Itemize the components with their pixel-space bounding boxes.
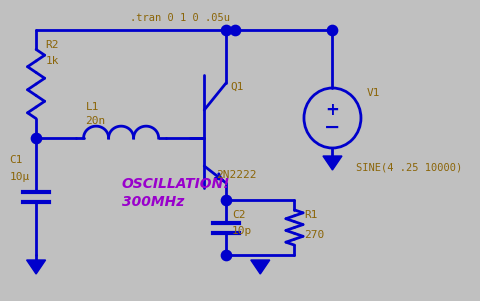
- Point: [222, 28, 229, 33]
- Text: L1: L1: [85, 102, 99, 112]
- Text: R1: R1: [303, 210, 317, 220]
- Text: 10μ: 10μ: [10, 172, 30, 182]
- Text: Q1: Q1: [230, 82, 244, 92]
- Text: R2: R2: [46, 40, 59, 50]
- Text: C2: C2: [231, 210, 245, 220]
- Point: [230, 28, 238, 33]
- Text: .tran 0 1 0 .05u: .tran 0 1 0 .05u: [130, 13, 230, 23]
- Polygon shape: [26, 260, 46, 274]
- Point: [222, 197, 229, 202]
- Text: SINE(4 .25 10000): SINE(4 .25 10000): [356, 162, 461, 172]
- Text: V1: V1: [366, 88, 379, 98]
- Text: C1: C1: [10, 155, 23, 165]
- Polygon shape: [322, 156, 341, 170]
- Text: 2N2222: 2N2222: [215, 170, 255, 180]
- Text: 300MHz: 300MHz: [121, 195, 183, 209]
- Point: [222, 253, 229, 257]
- Text: OSCILLATION!: OSCILLATION!: [121, 177, 229, 191]
- Text: −: −: [324, 117, 340, 136]
- Point: [328, 28, 336, 33]
- Polygon shape: [250, 260, 269, 274]
- Text: 20n: 20n: [85, 116, 106, 126]
- Point: [32, 135, 40, 140]
- Text: 270: 270: [303, 230, 324, 240]
- Text: 1k: 1k: [46, 56, 59, 66]
- Text: 10p: 10p: [231, 226, 252, 236]
- Text: +: +: [325, 101, 339, 119]
